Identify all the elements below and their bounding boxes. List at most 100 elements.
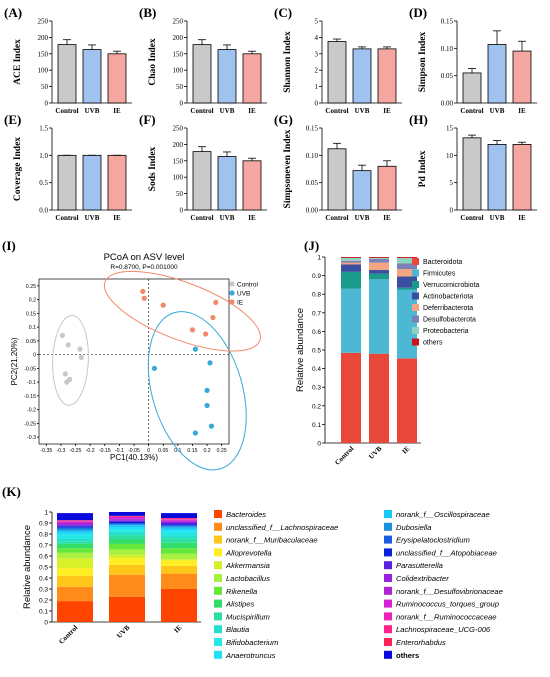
legend-swatch [412, 304, 419, 311]
y-axis-label: Relative abundance [295, 308, 306, 392]
y-tick-label: 0.3 [312, 385, 321, 392]
y-tick-label: 0.2 [29, 298, 36, 304]
stack-segment [109, 517, 145, 519]
stack-segment [57, 521, 93, 523]
stack-segment [57, 524, 93, 526]
stack-segment [161, 535, 197, 539]
stack-segment [341, 262, 361, 265]
legend-label: Alloprevotella [225, 548, 272, 557]
stack-segment [341, 288, 361, 353]
legend-swatch [384, 625, 392, 634]
stack-segment [161, 513, 197, 519]
stack-segment [109, 596, 145, 622]
y-tick-label: 0 [180, 207, 184, 215]
stack-segment [161, 538, 197, 543]
legend-label: IE [237, 299, 244, 306]
x-tick-label: -0.2 [86, 448, 95, 454]
legend-swatch [384, 522, 392, 531]
legend-swatch [214, 599, 222, 608]
stack-segment [109, 564, 145, 575]
data-point [78, 354, 84, 360]
panel-letter: (E) [4, 112, 21, 127]
x-tick-label: IE [518, 107, 526, 115]
stack-segment [369, 258, 389, 263]
y-tick-label: 200 [173, 141, 184, 149]
stack-segment [109, 531, 145, 536]
y-tick-label: 250 [38, 18, 49, 26]
legend-swatch [214, 535, 222, 544]
stack-segment [369, 353, 389, 443]
y-tick-label: 50 [41, 83, 49, 91]
legend-swatch [214, 638, 222, 646]
panel-letter: (J) [304, 238, 319, 253]
x-tick-label: 0.25 [217, 448, 227, 454]
legend-label: norank_f__Ruminococcaceae [396, 612, 496, 621]
legend-label: Colidextribacter [396, 574, 449, 583]
stack-segment [109, 527, 145, 530]
stack-segment [57, 526, 93, 528]
data-point [207, 360, 213, 366]
phylum-panel: (J) Relative abundance 0 0.1 0.2 0.3 0.4 0.5 0.6… [295, 238, 480, 467]
y-tick-label: 2 [315, 67, 319, 75]
legend-swatch [412, 315, 419, 323]
y-tick-label: 0.00 [441, 100, 454, 108]
legend-swatch [384, 535, 392, 544]
stack-segment [161, 553, 197, 560]
stack-segment [57, 520, 93, 522]
y-tick-label: 150 [173, 157, 184, 165]
stack-segment [341, 260, 361, 263]
y-tick-label: 0.10 [441, 45, 454, 53]
stack-segment [109, 523, 145, 525]
bar [487, 143, 507, 211]
legend-label: Ruminococcus_torques_group [396, 600, 499, 609]
data-point [203, 331, 209, 337]
stack-segment [369, 273, 389, 280]
legend-label: Parasutterella [396, 561, 443, 570]
legend-label: Dubosiella [396, 523, 431, 532]
legend-label: Anaerotruncus [225, 651, 276, 660]
x-tick-label: Control [57, 624, 79, 646]
stack-segment [109, 516, 145, 517]
bar [377, 165, 397, 211]
y-tick-label: 0.15 [26, 311, 36, 317]
bar [462, 72, 482, 104]
bar [57, 44, 77, 104]
y-tick-label: 100 [38, 67, 49, 75]
legend-label: Proteobacteria [423, 328, 469, 335]
stack-segment [397, 287, 417, 290]
stack-segment [57, 538, 93, 542]
panel-letter: (G) [274, 112, 293, 127]
panel-letter: (D) [409, 5, 427, 20]
y-tick-label: 0.1 [29, 325, 36, 331]
data-point [192, 346, 198, 352]
x-tick-label: Control [333, 445, 355, 467]
data-point [141, 295, 147, 301]
stack-segment [161, 573, 197, 589]
legend-swatch [214, 522, 222, 531]
y-tick-label: -0.05 [24, 366, 36, 372]
stack-segment [109, 516, 145, 518]
y-tick-label: 10 [446, 152, 454, 160]
bar [352, 170, 372, 211]
stack-segment [57, 532, 93, 536]
stack-segment [161, 542, 197, 549]
stack-segment [57, 521, 93, 522]
confidence-ellipse [147, 311, 247, 471]
bar [192, 151, 212, 211]
y-tick-label: -0.25 [24, 421, 36, 427]
bar [512, 50, 532, 104]
x-tick-label: -0.3 [56, 448, 65, 454]
stack-segment [341, 271, 361, 289]
legend-swatch [412, 292, 419, 300]
panel-letter: (C) [274, 5, 292, 20]
legend-label: Actinobacteriota [423, 294, 473, 301]
y-tick-label: 0 [45, 100, 49, 108]
legend-label: Lactobacillus [226, 574, 270, 583]
y-tick-label: 1.5 [39, 125, 48, 133]
stack-segment [57, 548, 93, 553]
stack-segment [57, 525, 93, 527]
x-tick-label: IE [113, 107, 121, 115]
stack-segment [57, 575, 93, 587]
legend-marker [229, 299, 235, 305]
stack-segment [161, 531, 197, 536]
